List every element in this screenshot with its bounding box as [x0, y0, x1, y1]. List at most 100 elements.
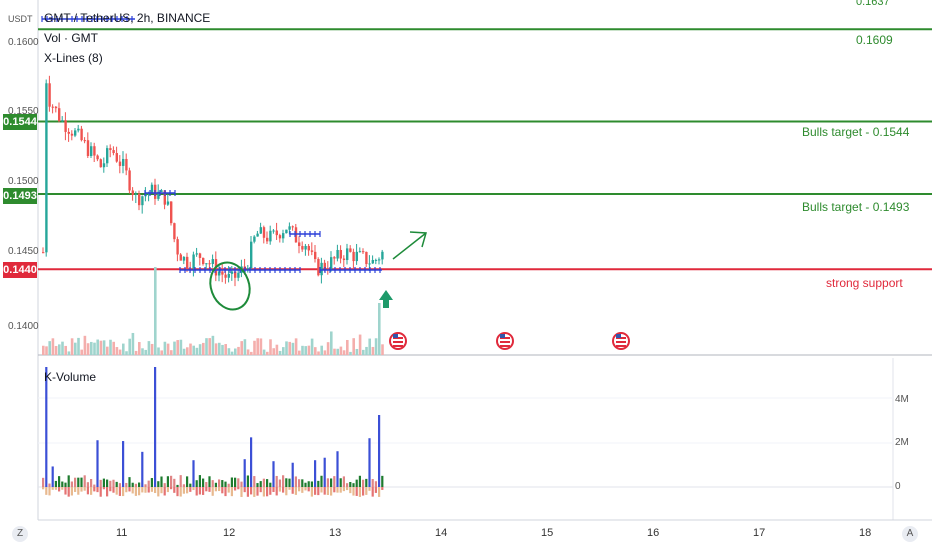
kv-bar-neg: [154, 487, 157, 494]
volume-bar: [227, 348, 231, 355]
kv-bar-neg: [160, 487, 163, 494]
volume-bar: [352, 338, 355, 355]
kv-bar-neg: [182, 487, 185, 494]
volume-bar: [147, 341, 151, 355]
candle-body: [77, 128, 80, 131]
kv-bar: [134, 483, 137, 487]
kv-bar-neg: [80, 487, 83, 492]
kv-bar-neg: [262, 487, 265, 497]
kv-bar: [314, 460, 317, 487]
candle-body: [125, 158, 128, 171]
volume-bar: [64, 345, 67, 355]
candle-body: [272, 230, 275, 232]
volume-bar: [358, 334, 362, 355]
trend-arrow-head: [409, 231, 427, 248]
volume-bar: [259, 338, 263, 355]
volume-bar: [195, 347, 199, 355]
kv-bar: [346, 483, 349, 487]
flag-canton: [500, 334, 505, 338]
kv-bar-neg: [192, 487, 195, 491]
kv-bar: [109, 480, 112, 487]
volume-bar: [74, 342, 77, 355]
candle-body: [304, 245, 307, 250]
kv-bar: [326, 478, 329, 487]
xlines-legend[interactable]: X-Lines (8): [44, 51, 103, 65]
kvolume-legend[interactable]: K-Volume: [44, 370, 97, 384]
volume-bar: [310, 338, 314, 355]
volume-bar: [237, 346, 240, 355]
candle-body: [237, 272, 240, 278]
kv-bar-neg: [291, 487, 294, 494]
kv-bar: [224, 481, 227, 487]
kv-bar-neg: [61, 487, 64, 490]
candle-body: [381, 251, 384, 260]
volume-tick: 2M: [895, 437, 909, 448]
kv-bar: [144, 484, 147, 487]
kv-bar: [118, 483, 121, 487]
candle-body: [358, 251, 362, 253]
volume-bar: [221, 344, 224, 355]
auto-scale-button[interactable]: A: [902, 526, 918, 542]
candle-body: [208, 263, 211, 265]
kv-bar-neg: [355, 487, 358, 496]
volume-bar: [144, 349, 147, 355]
volume-bar: [122, 343, 125, 355]
kv-bar: [67, 475, 70, 487]
kv-bar-neg: [214, 487, 217, 492]
volume-bar: [320, 345, 323, 355]
volume-bar: [170, 350, 173, 355]
volume-bar: [182, 348, 186, 355]
candle-body: [355, 251, 358, 262]
volume-legend[interactable]: Vol · GMT: [44, 31, 99, 45]
kv-bar: [205, 482, 208, 487]
volume-bar: [173, 341, 176, 355]
kv-bar-neg: [64, 487, 67, 495]
kv-bar: [266, 479, 269, 487]
candle-body: [352, 251, 355, 262]
kv-bar-neg: [310, 487, 313, 497]
volume-bar: [339, 346, 343, 355]
kv-bar: [157, 481, 160, 487]
kv-bar: [294, 476, 297, 487]
kv-bar-neg: [86, 487, 89, 495]
symbol-legend[interactable]: GMT / TetherUS, 2h, BINANCE: [44, 11, 211, 25]
kv-bar: [48, 483, 51, 487]
kv-bar-neg: [294, 487, 297, 495]
timezone-button[interactable]: Z: [12, 526, 28, 542]
kv-bar: [269, 482, 272, 487]
candle-body: [224, 274, 227, 278]
kv-bar: [195, 480, 198, 487]
kv-bar: [90, 479, 93, 487]
volume-bar: [198, 344, 202, 355]
kv-bar: [163, 483, 166, 487]
volume-bar: [83, 335, 87, 355]
currency-label: USDT: [8, 14, 33, 24]
kv-bar-neg: [230, 487, 233, 497]
kv-bar-neg: [256, 487, 259, 496]
kv-bar: [355, 479, 358, 487]
kv-bar-neg: [157, 487, 160, 497]
price-tag-support: 0.1440: [3, 262, 37, 278]
candle-body: [294, 227, 298, 243]
volume-bar: [278, 350, 282, 355]
volume-bar: [294, 338, 298, 355]
kv-bar: [378, 415, 381, 487]
kv-bar-neg: [221, 487, 224, 494]
candle-body: [150, 184, 154, 193]
candle-body: [51, 106, 54, 108]
candle-body: [138, 193, 141, 206]
kv-bar-neg: [128, 487, 131, 492]
volume-bar: [240, 341, 243, 355]
volume-bar: [42, 345, 45, 355]
volume-bar: [214, 343, 218, 355]
kv-bar-neg: [320, 487, 323, 493]
kv-bar-neg: [179, 487, 182, 497]
kv-bar: [256, 483, 259, 487]
candle-body: [246, 268, 250, 270]
candle-body: [48, 83, 51, 107]
candle-body: [291, 226, 294, 228]
candle-body: [70, 133, 74, 136]
flag-stripe: [393, 341, 403, 343]
